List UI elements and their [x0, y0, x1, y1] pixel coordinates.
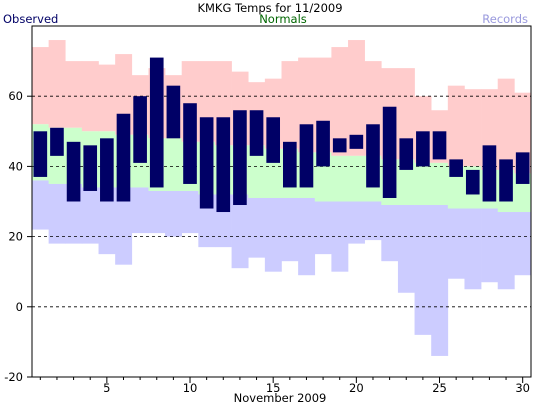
chart-title: KMKG Temps for 11/2009	[197, 1, 342, 15]
record-high-band	[397, 68, 415, 160]
observed-bar	[50, 127, 64, 156]
normal-range-band	[431, 162, 449, 206]
x-tick-label: 25	[432, 381, 447, 395]
y-tick-label: 60	[8, 89, 23, 103]
gridlines-layer	[32, 95, 531, 308]
record-low-band	[131, 187, 149, 234]
record-low-band	[397, 205, 415, 293]
observed-bar	[465, 169, 480, 195]
x-tick-label: 5	[103, 381, 110, 395]
observed-bar	[432, 131, 447, 160]
normal-range-band	[165, 138, 182, 191]
axes-layer: -20 0 20 40 60 5 10 15 20 25 30	[4, 89, 530, 395]
legend-records: Records	[482, 12, 528, 26]
record-low-band	[514, 212, 532, 276]
observed-bars-layer	[33, 57, 530, 213]
record-high-band	[32, 47, 49, 125]
observed-bar	[233, 110, 247, 206]
record-low-band	[32, 180, 49, 230]
observed-bar	[149, 57, 164, 188]
x-tick-label: 10	[183, 381, 198, 395]
record-low-band	[281, 197, 299, 262]
record-high-band	[331, 47, 349, 156]
record-high-band	[348, 40, 365, 156]
normal-range-band	[331, 155, 349, 202]
record-low-band	[81, 187, 99, 244]
observed-bar	[499, 159, 513, 202]
legend-normals: Normals	[259, 12, 307, 26]
observed-bar	[332, 138, 347, 153]
record-low-band	[165, 190, 182, 237]
record-low-band	[48, 183, 66, 244]
observed-bar	[416, 131, 430, 167]
record-high-band	[281, 61, 299, 149]
observed-bar	[116, 113, 131, 202]
normal-range-band	[397, 159, 415, 206]
record-high-band	[81, 61, 99, 132]
observed-bar	[83, 145, 98, 191]
record-low-band	[364, 201, 382, 241]
record-high-band	[497, 78, 515, 170]
observed-bar	[482, 145, 497, 202]
record-low-band	[248, 197, 266, 258]
observed-bar	[100, 138, 114, 202]
record-low-band	[181, 190, 199, 234]
observed-bar	[66, 141, 81, 202]
normal-range-band	[348, 155, 365, 202]
record-low-band	[231, 194, 249, 269]
observed-bar	[249, 110, 264, 156]
observed-bar	[199, 117, 214, 209]
record-high-band	[447, 85, 465, 167]
record-low-band	[298, 197, 316, 276]
observed-bar	[399, 138, 414, 170]
record-low-band	[497, 212, 515, 290]
observed-bar	[166, 85, 181, 139]
observed-bar	[349, 134, 364, 149]
record-high-band	[65, 61, 83, 128]
x-tick-label: 15	[266, 381, 281, 395]
y-tick-label: -20	[4, 370, 23, 384]
record-low-band	[98, 187, 116, 255]
x-tick-label: 30	[515, 381, 530, 395]
record-high-band	[48, 40, 66, 128]
normal-range-band	[248, 145, 266, 198]
normal-range-band	[414, 162, 432, 206]
y-tick-label: 0	[16, 300, 23, 314]
plot-frame	[31, 25, 532, 378]
record-low-band	[148, 190, 166, 234]
observed-bar	[266, 117, 281, 163]
observed-bar	[133, 96, 147, 163]
observed-bar	[366, 124, 380, 188]
observed-bar	[282, 141, 297, 188]
observed-bar	[515, 152, 530, 184]
observed-bar	[316, 120, 330, 167]
record-low-band	[314, 201, 332, 255]
observed-bar	[382, 106, 397, 198]
x-tick-label: 20	[349, 381, 364, 395]
record-high-band	[464, 89, 482, 167]
record-low-band	[464, 208, 482, 290]
record-low-band	[481, 208, 499, 283]
record-low-band	[431, 205, 449, 356]
record-low-band	[447, 208, 465, 279]
x-axis-label: November 2009	[234, 391, 327, 405]
legend-observed: Observed	[3, 12, 58, 26]
observed-bar	[216, 117, 231, 213]
observed-bar	[449, 159, 463, 177]
observed-bar	[33, 131, 48, 177]
record-low-band	[264, 197, 282, 272]
record-low-band	[115, 187, 133, 265]
observed-bar	[299, 124, 314, 188]
record-high-band	[98, 64, 116, 132]
y-tick-label: 20	[8, 230, 23, 244]
observed-bar	[183, 103, 197, 184]
y-tick-label: 40	[8, 159, 23, 173]
record-low-band	[414, 205, 432, 335]
record-low-band	[381, 205, 399, 262]
record-low-band	[348, 201, 365, 244]
